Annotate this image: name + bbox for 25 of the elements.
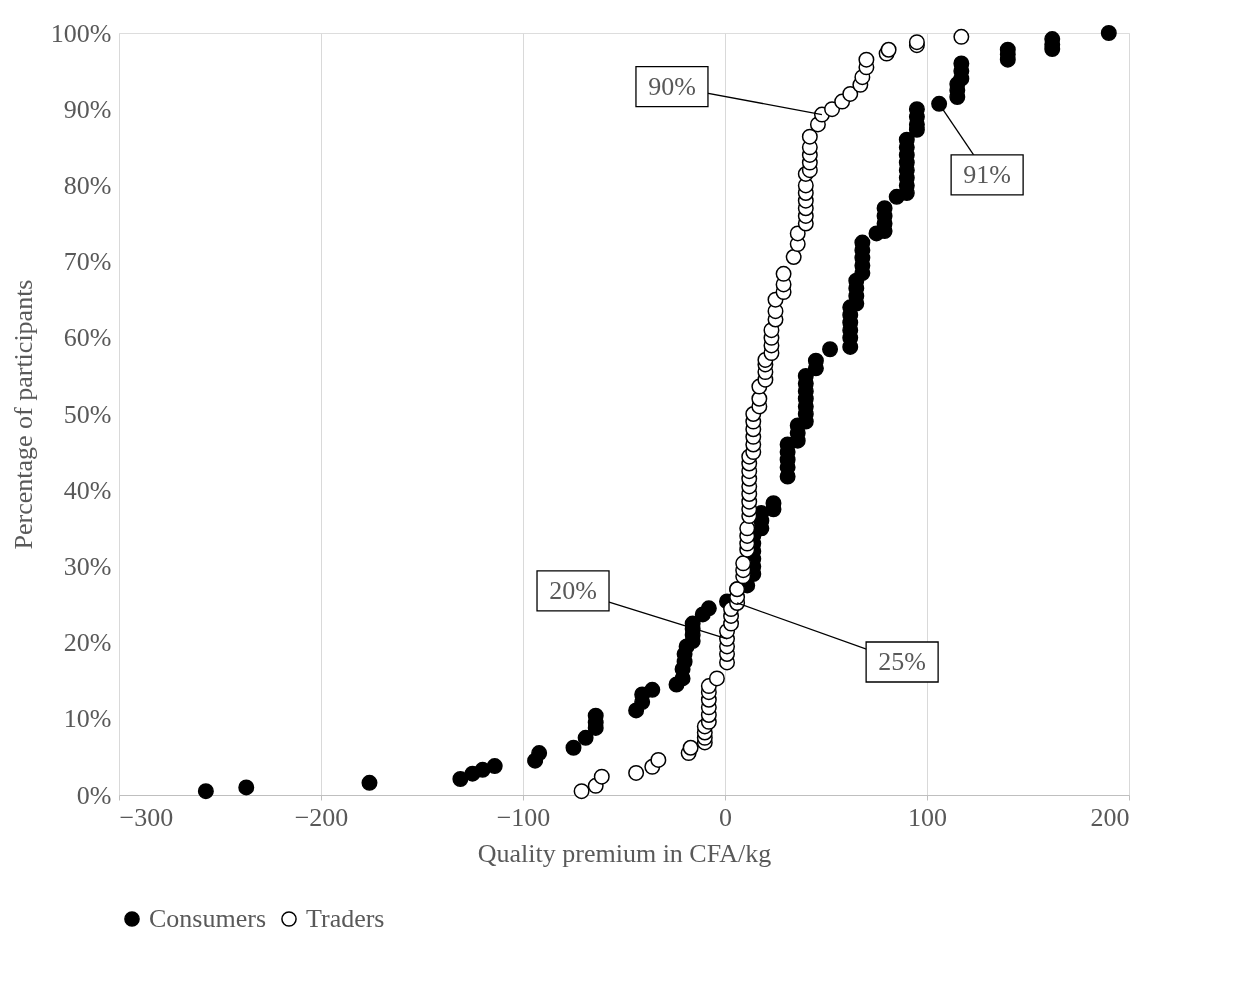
y-tick-label: 80% (63, 170, 112, 200)
x-tick-label: −200 (294, 802, 349, 832)
annotation: 90% (648, 71, 696, 101)
x-tick-label: 0 (719, 802, 732, 832)
y-axis-title: Percentage of participants (8, 279, 38, 550)
legend-label: Consumers (149, 904, 266, 933)
annotation: 25% (878, 646, 926, 676)
x-tick-label: −100 (496, 802, 551, 832)
y-tick-label: 10% (63, 704, 112, 734)
x-axis-title: Quality premium in CFA/kg (477, 838, 772, 868)
y-tick-label: 70% (63, 247, 112, 277)
y-tick-label: 100% (50, 18, 112, 48)
y-tick-label: 50% (63, 399, 112, 429)
y-tick-label: 20% (63, 628, 112, 658)
y-tick-label: 60% (63, 323, 112, 353)
y-tick-label: 30% (63, 551, 112, 581)
x-tick-label: 100 (908, 802, 947, 832)
y-tick-label: 0% (76, 780, 112, 810)
annotation: 91% (963, 159, 1011, 189)
y-tick-label: 40% (63, 475, 112, 505)
x-tick-label: 200 (1090, 802, 1130, 832)
x-tick-label: −300 (119, 802, 174, 832)
legend-label: Traders (306, 904, 385, 933)
annotation: 20% (549, 575, 597, 605)
y-tick-label: 90% (63, 94, 112, 124)
